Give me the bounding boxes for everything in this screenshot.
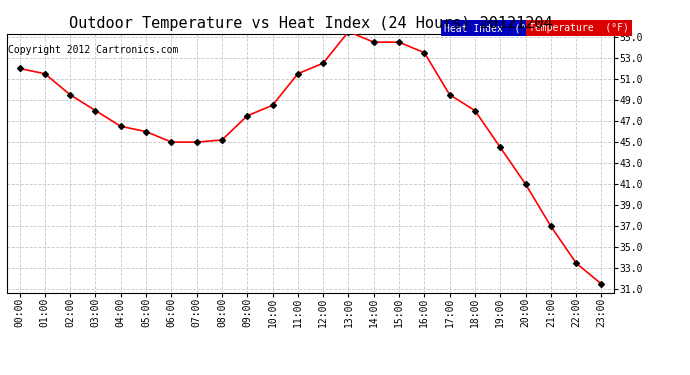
Text: Copyright 2012 Cartronics.com: Copyright 2012 Cartronics.com xyxy=(8,45,179,55)
Text: Temperature  (°F): Temperature (°F) xyxy=(529,23,629,33)
Title: Outdoor Temperature vs Heat Index (24 Hours) 20121204: Outdoor Temperature vs Heat Index (24 Ho… xyxy=(69,16,552,31)
Text: Heat Index  (°F): Heat Index (°F) xyxy=(444,23,538,33)
